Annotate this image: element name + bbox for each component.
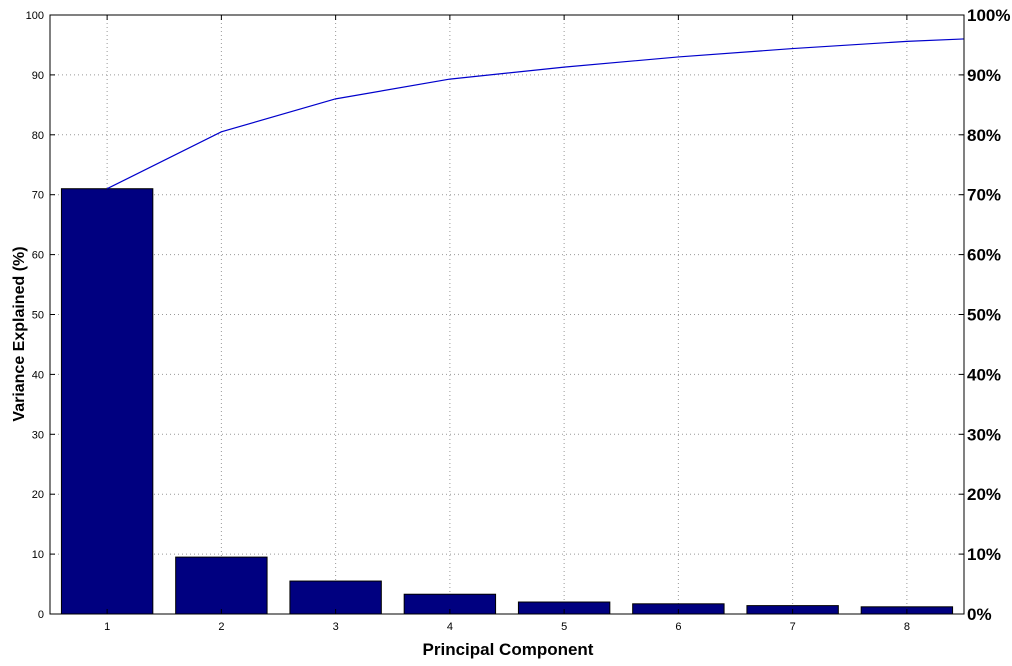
y-tick-label: 60 — [32, 250, 44, 262]
x-tick-label: 7 — [790, 621, 796, 633]
tick-labels: 0 0% 10 10% 20 20% 30 30% 40 40% 50 50% 60 60% 70 70% 80… — [26, 6, 1011, 633]
grid-lines — [50, 15, 964, 614]
y2-tick-label: 0% — [967, 605, 992, 624]
y-tick-label: 90 — [32, 70, 44, 82]
y2-tick-label: 30% — [967, 425, 1001, 444]
x-tick-label: 1 — [104, 621, 110, 633]
y-tick-label: 40 — [32, 369, 44, 381]
y2-tick-label: 100% — [967, 6, 1010, 25]
x-tick-label: 8 — [904, 621, 910, 633]
bar — [60, 188, 154, 615]
x-axis-label: Principal Component — [423, 640, 594, 659]
plot-frame — [49, 14, 965, 615]
y-axis-label: Variance Explained (%) — [11, 246, 28, 421]
y-tick-label: 70 — [32, 190, 44, 202]
y-tick-label: 50 — [32, 310, 44, 322]
bars — [60, 188, 954, 615]
cumulative-line — [106, 38, 965, 190]
y-tick-label: 10 — [32, 549, 44, 561]
x-tick-label: 2 — [218, 621, 224, 633]
y-tick-label: 80 — [32, 130, 44, 142]
x-tick-label: 4 — [447, 621, 453, 633]
x-tick-label: 3 — [333, 621, 339, 633]
y2-tick-label: 90% — [967, 66, 1001, 85]
y2-tick-label: 10% — [967, 545, 1001, 564]
y2-tick-label: 70% — [967, 186, 1001, 205]
y-tick-label: 20 — [32, 489, 44, 501]
x-tick-label: 5 — [561, 621, 567, 633]
y-tick-label: 100 — [26, 10, 44, 22]
axes — [49, 14, 965, 615]
y2-tick-label: 60% — [967, 246, 1001, 265]
cumulative-line-group — [106, 38, 965, 190]
y2-tick-label: 40% — [967, 365, 1001, 384]
y2-tick-label: 50% — [967, 306, 1001, 325]
y-tick-label: 30 — [32, 429, 44, 441]
bar — [175, 556, 268, 615]
x-tick-label: 6 — [675, 621, 681, 633]
y-tick-label: 0 — [38, 609, 44, 621]
y2-tick-label: 20% — [967, 485, 1001, 504]
y2-tick-label: 80% — [967, 126, 1001, 145]
